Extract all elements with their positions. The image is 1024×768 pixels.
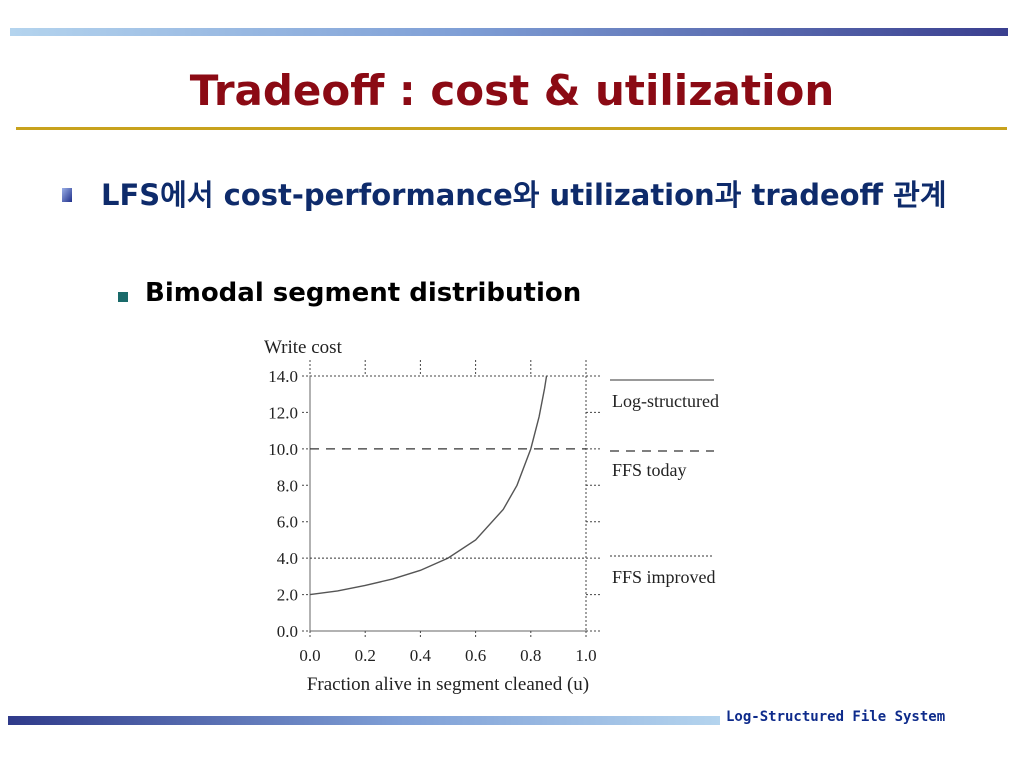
sub-bullet-square-icon	[118, 292, 128, 302]
x-tick-label: 1.0	[575, 646, 596, 665]
bottom-decorative-bar	[8, 716, 720, 725]
y-tick-label: 14.0	[268, 367, 298, 386]
y-tick-label: 6.0	[277, 513, 298, 532]
y-tick-label: 2.0	[277, 586, 298, 605]
y-tick-label: 8.0	[277, 476, 298, 495]
plot-frame	[309, 375, 587, 632]
x-tick-label: 0.0	[299, 646, 320, 665]
series-line-log-structured	[309, 375, 548, 596]
slide-title: Tradeoff : cost & utilization	[189, 66, 835, 115]
write-cost-chart: 0.0 2.0 4.0 6.0 8.0 10.0 12.0 14.0 0.0 0.2 0.4 0.6 0…	[264, 337, 719, 695]
legend-label: FFS today	[612, 460, 687, 480]
title-underline	[16, 127, 1007, 130]
x-tick-label: 0.6	[465, 646, 486, 665]
x-tick-label: 0.4	[410, 646, 432, 665]
y-tick-label: 12.0	[268, 403, 298, 422]
y-axis-label: Write cost	[264, 337, 343, 358]
y-tick-label: 4.0	[277, 549, 298, 568]
legend-label: Log-structured	[612, 391, 719, 411]
top-decorative-bar	[10, 28, 1008, 36]
sub-bullet-text: Bimodal segment distribution	[145, 278, 582, 308]
footer-text: Log-Structured File System	[726, 709, 946, 725]
x-tick-label: 0.2	[355, 646, 376, 665]
main-bullet-text: LFS에서 cost-performance와 utilization과 tra…	[101, 178, 947, 212]
y-tick-label: 0.0	[277, 622, 298, 641]
y-tick-label: 10.0	[268, 440, 298, 459]
x-tick-label: 0.8	[520, 646, 541, 665]
bullet-square-icon	[62, 188, 72, 202]
x-axis-label: Fraction alive in segment cleaned (u)	[307, 674, 589, 695]
legend-label: FFS improved	[612, 567, 716, 587]
